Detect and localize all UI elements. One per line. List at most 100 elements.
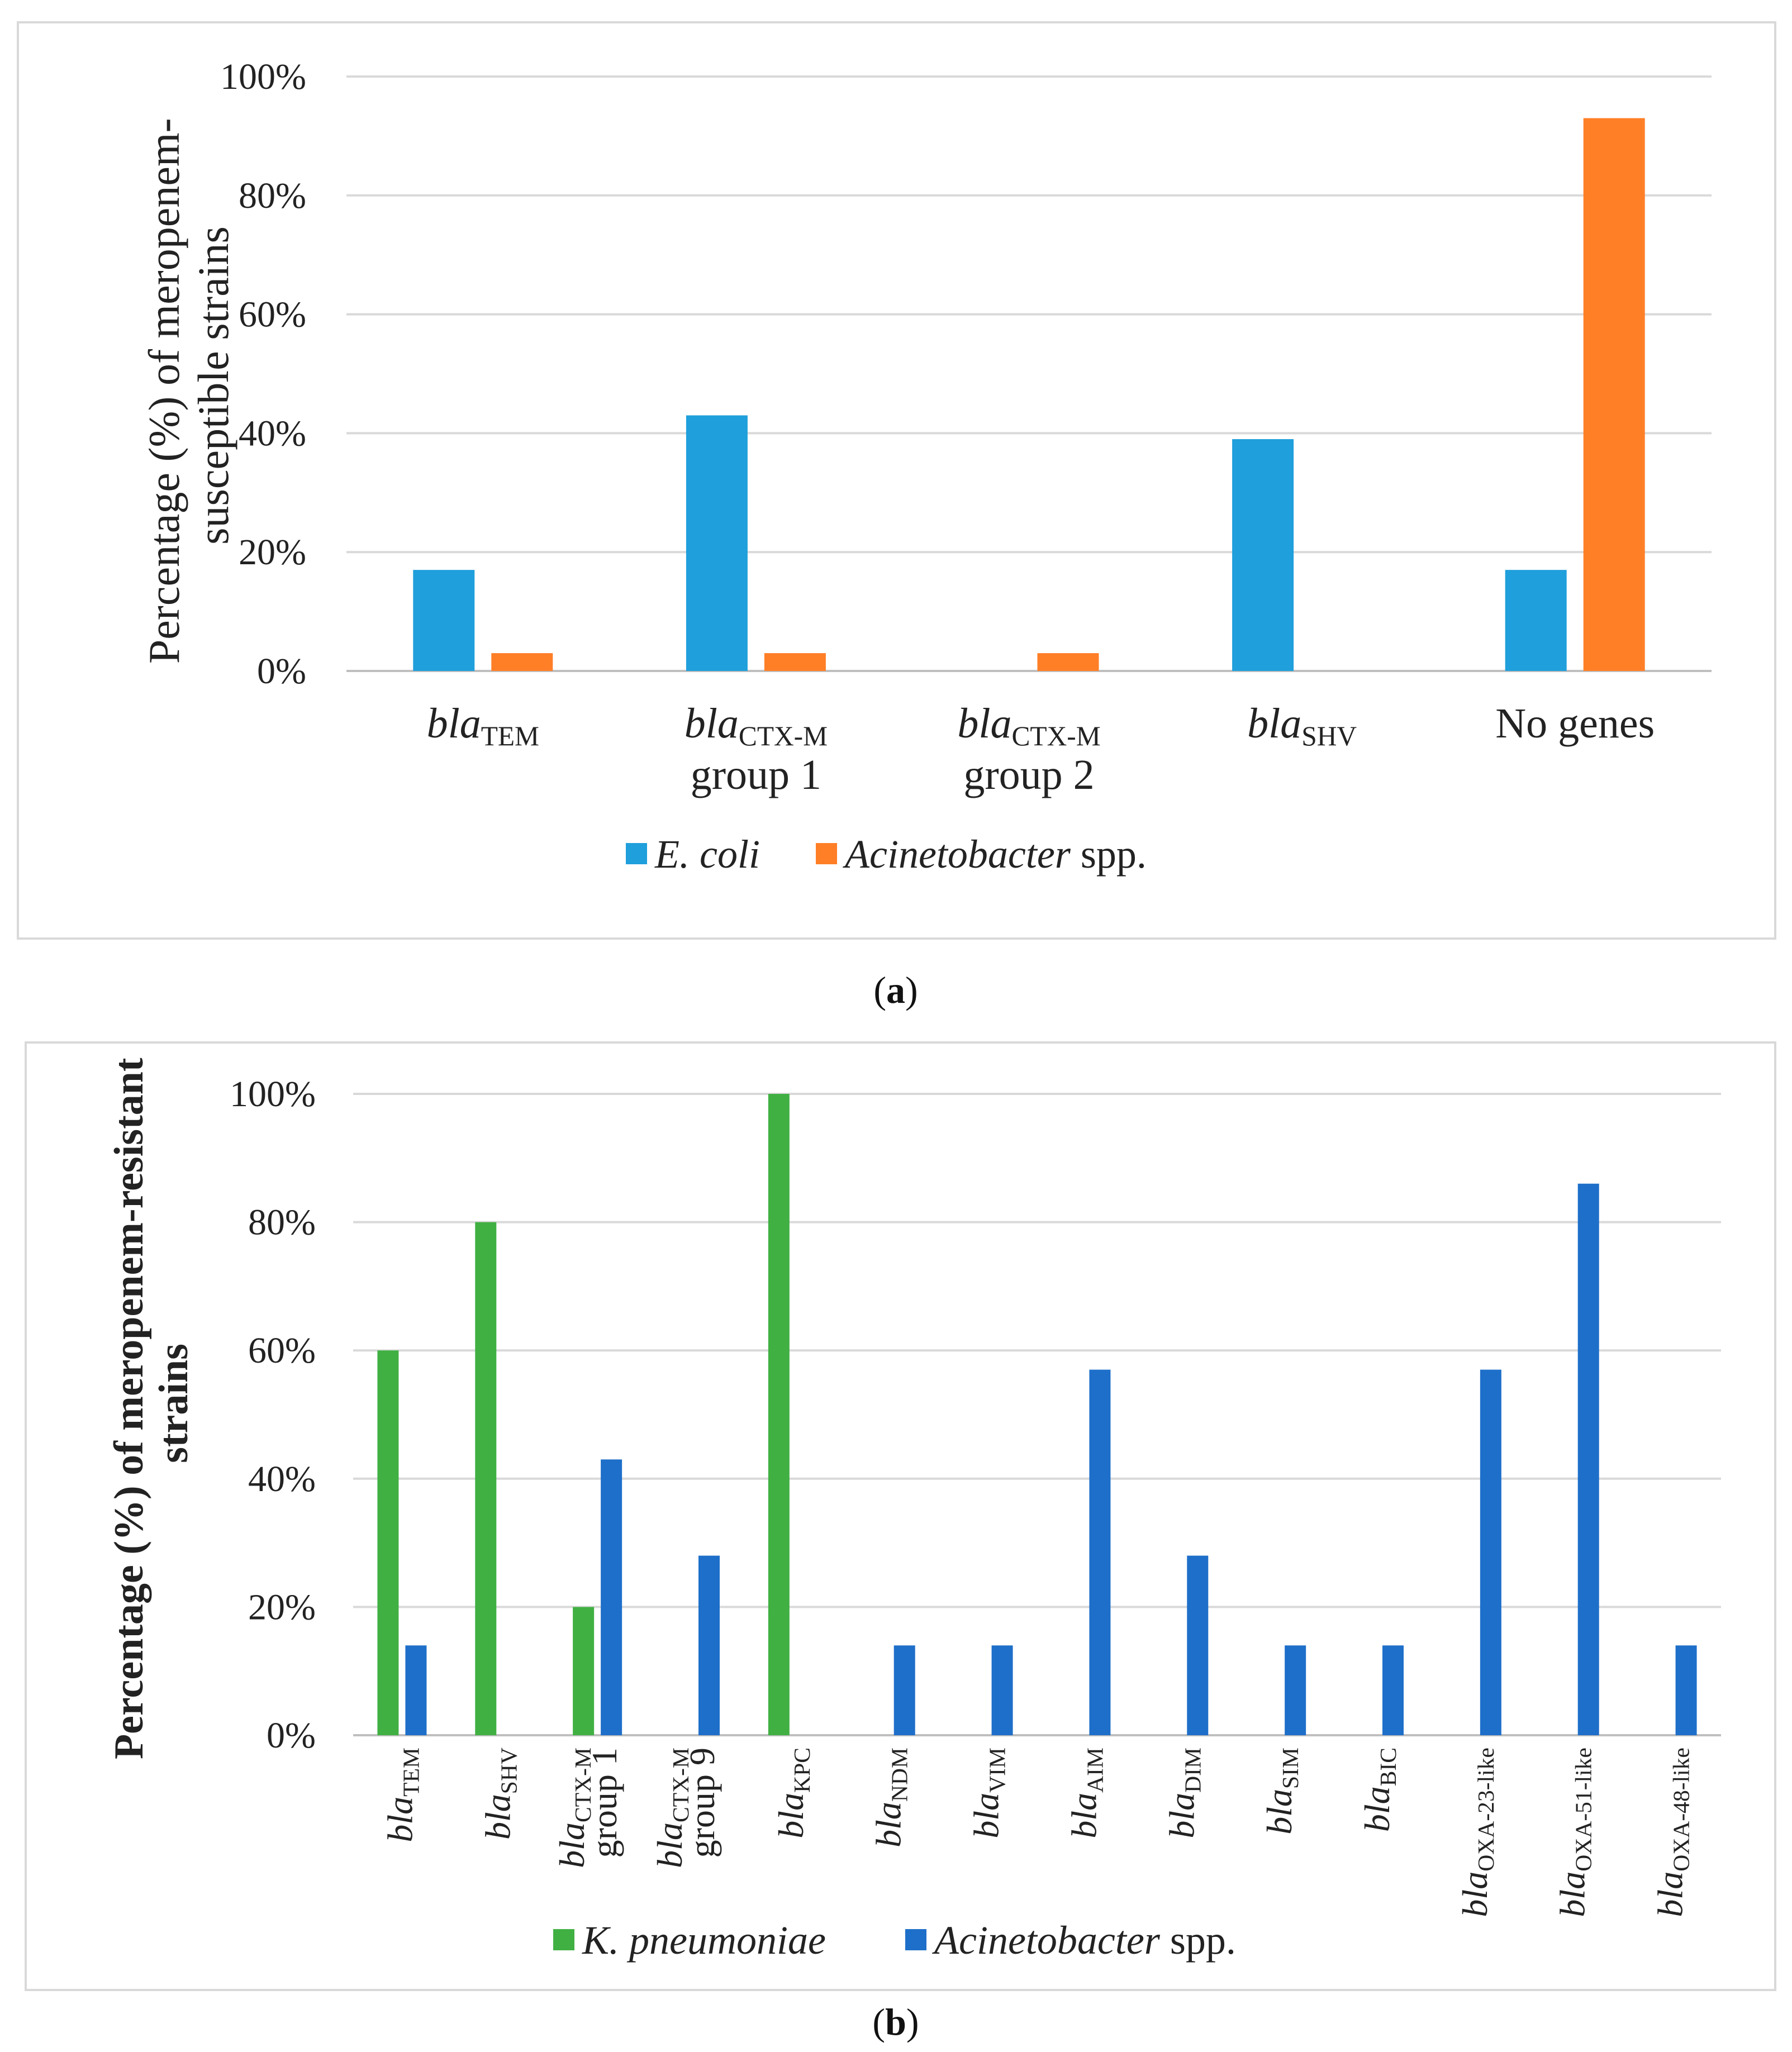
chart-a-legend-label: E. coli (654, 832, 760, 877)
chart-a-y-tick-label: 100% (220, 56, 306, 97)
category-subscript: OXA-48-like (1669, 1748, 1694, 1872)
chart-b-category-label: blaTEM (380, 1748, 424, 1842)
legend-italic: Acinetobacter (932, 1918, 1161, 1963)
chart-b-category-label: blaSIM (1259, 1748, 1303, 1835)
chart-b-y-tick-label: 20% (248, 1587, 316, 1627)
category-subscript: OXA-51-like (1571, 1748, 1596, 1872)
chart-b-category-label: blaOXA-23-like (1455, 1748, 1499, 1917)
legend-italic: E. coli (654, 832, 760, 877)
chart-b-bar (991, 1645, 1013, 1735)
category-base: bla (1651, 1872, 1690, 1917)
chart-a-category-label: blaCTX-M group 1 (685, 700, 828, 798)
chart-a-bar (1232, 439, 1294, 671)
chart-b-y-tick-label: 60% (248, 1330, 316, 1371)
category-subscript: CTX-M (1011, 721, 1100, 751)
chart-a-category-label: blaCTX-M group 2 (957, 700, 1100, 798)
chart-b-bar (1480, 1369, 1501, 1735)
chart-b: 0% 20% 40% 60% 80% 100% Percentage (%) of mer… (25, 1041, 1776, 1991)
chart-b-y-tick-label: 100% (230, 1074, 316, 1115)
chart-a-bar (1037, 653, 1099, 671)
chart-b-bar (1577, 1183, 1599, 1735)
category-base: bla (869, 1802, 909, 1848)
chart-b-legend-swatch (553, 1929, 574, 1950)
category-base: bla (1247, 700, 1301, 747)
chart-b-bar (698, 1555, 720, 1735)
category-base: bla (1259, 1789, 1299, 1835)
chart-b-y-tick-label: 80% (248, 1202, 316, 1243)
chart-b-y-axis-label: Percentage (%) of meropenem-resistant st… (106, 1048, 197, 1759)
category-subscript: OXA-23-like (1473, 1748, 1499, 1872)
chart-b-bar (768, 1094, 790, 1735)
chart-b-bar (1675, 1645, 1697, 1735)
chart-a-bar (1583, 118, 1645, 672)
category-line-2: group 2 (963, 751, 1094, 798)
chart-b-y-axis-label-line-1: Percentage (%) of meropenem-resistant (106, 1058, 152, 1759)
category-base: bla (380, 1797, 420, 1842)
caption-a: (a) (873, 969, 918, 1011)
chart-a-legend-swatch (626, 843, 647, 864)
chart-b-bar (405, 1645, 427, 1735)
chart-b-bar (1382, 1645, 1404, 1735)
category-subscript: VIM (985, 1748, 1010, 1793)
chart-b-category-label: blaKPC (771, 1748, 815, 1839)
chart-a-y-ticks: 0% 20% 40% 60% 80% 100% (220, 56, 306, 692)
category-subscript: TEM (481, 721, 539, 751)
chart-b-category-label: blaDIM (1162, 1748, 1205, 1839)
chart-b-bar (1089, 1369, 1111, 1735)
chart-a-legend-swatch (816, 843, 837, 864)
chart-b-y-axis-label-line-2: strains (151, 1344, 197, 1463)
chart-a-category-label: blaSHV (1247, 700, 1357, 751)
category-base: bla (1357, 1786, 1397, 1832)
category-base: bla (427, 700, 481, 747)
chart-a-bar (413, 570, 475, 671)
category-subscript: NDM (887, 1748, 912, 1802)
chart-b-legend: K. pneumoniae Acinetobacter spp. (553, 1918, 1236, 1963)
caption-a-letter: a (886, 969, 905, 1011)
category-subscript: DIM (1180, 1748, 1205, 1793)
legend-italic: Acinetobacter (843, 832, 1071, 877)
chart-a-legend-label: Acinetobacter spp. (843, 832, 1147, 877)
chart-b-category-label: blaAIM (1064, 1748, 1107, 1839)
chart-b-bar (573, 1607, 595, 1735)
chart-a-legend: E. coli Acinetobacter spp. (626, 832, 1147, 877)
chart-a-y-axis-label-line-1: Percentage (%) of meropenem- (140, 118, 188, 664)
chart-b-legend-label: K. pneumoniae (582, 1918, 826, 1963)
chart-b-y-ticks: 0% 20% 40% 60% 80% 100% (230, 1074, 316, 1756)
chart-a-y-tick-label: 80% (239, 175, 306, 216)
chart-a-gridlines (346, 75, 1712, 672)
chart-a-bar (764, 653, 826, 671)
chart-a-bar (686, 415, 748, 671)
category-base: bla (478, 1794, 517, 1840)
category-base: bla (552, 1822, 592, 1868)
chart-b-legend-swatch (905, 1929, 926, 1950)
chart-a-y-tick-label: 60% (239, 294, 306, 335)
category-base: bla (1064, 1793, 1104, 1839)
chart-a-y-tick-label: 20% (239, 532, 306, 573)
category-base: bla (685, 700, 739, 747)
category-subscript: SHV (496, 1748, 521, 1794)
chart-b-category-label-line-2: group 9 (682, 1748, 722, 1858)
legend-italic: K. pneumoniae (582, 1918, 826, 1963)
caption-b-letter: b (885, 2001, 906, 2043)
category-subscript: CTX-M (668, 1748, 693, 1822)
chart-a-frame (17, 21, 1776, 940)
chart-b-bar (1285, 1645, 1306, 1735)
legend-rest: spp. (1071, 832, 1147, 877)
chart-a-y-tick-label: 0% (257, 651, 306, 692)
category-line-2: group 1 (691, 751, 821, 798)
category-base: bla (1162, 1793, 1201, 1839)
category-base: bla (1455, 1872, 1495, 1917)
chart-b-bar (475, 1222, 497, 1735)
chart-b-bar (377, 1350, 399, 1735)
category-base: bla (957, 700, 1011, 747)
category-base: bla (967, 1793, 1006, 1839)
chart-b-bars (377, 1094, 1697, 1735)
category-base: bla (771, 1793, 811, 1839)
chart-a-y-axis-label-line-2: susceptible strains (189, 226, 237, 545)
category-subscript: AIM (1082, 1748, 1107, 1793)
category-text: No genes (1495, 700, 1655, 747)
chart-a-y-axis-label: Percentage (%) of meropenem- susceptible… (140, 107, 237, 664)
